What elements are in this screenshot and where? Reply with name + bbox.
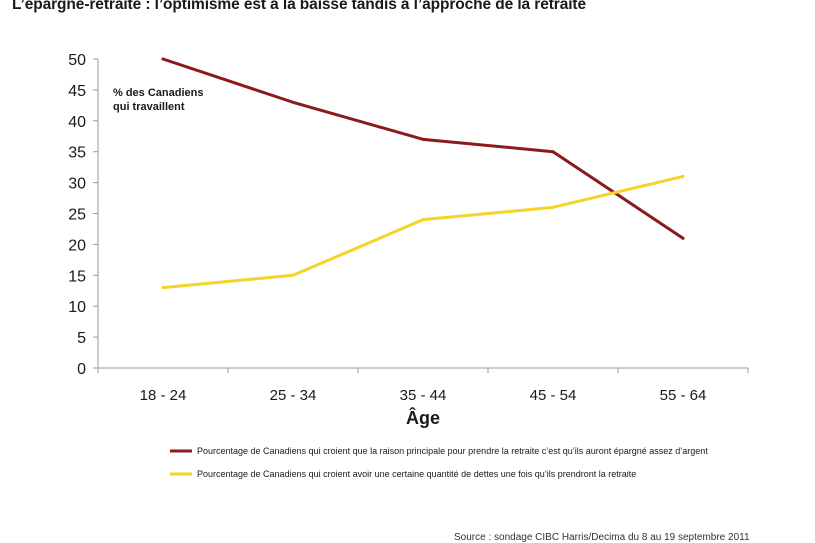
- data-point: [681, 174, 685, 178]
- y-axis-ticks: 0 5 10 15 20 25 30 35 40 45 50: [68, 52, 98, 378]
- y-tick-label: 25: [68, 207, 86, 224]
- data-point: [291, 100, 295, 104]
- y-axis-label-line-1: % des Canadiens: [113, 87, 203, 99]
- y-tick-label: 50: [68, 52, 86, 69]
- chart-title: L’épargne-retraite : l’optimisme est à l…: [12, 0, 587, 13]
- data-point: [161, 57, 165, 61]
- legend-label-2: Pourcentage de Canadiens qui croient avo…: [197, 469, 636, 479]
- x-tick-label: 25 - 34: [270, 387, 317, 404]
- y-tick-label: 10: [68, 299, 86, 316]
- data-point: [161, 286, 165, 290]
- x-tick-label: 55 - 64: [660, 387, 707, 404]
- y-tick-label: 5: [77, 330, 86, 347]
- series-lines: [161, 57, 685, 290]
- y-axis-label-line-2: qui travaillent: [113, 101, 185, 113]
- y-tick-label: 0: [77, 361, 86, 378]
- series-line-1: [161, 57, 685, 240]
- x-tick-label: 45 - 54: [530, 387, 577, 404]
- legend-label-1: Pourcentage de Canadiens qui croient que…: [197, 446, 708, 456]
- x-tick-label: 35 - 44: [400, 387, 447, 404]
- data-point: [681, 236, 685, 240]
- source-note: Source : sondage CIBC Harris/Decima du 8…: [454, 532, 750, 543]
- y-tick-label: 20: [68, 237, 86, 254]
- series-line-2: [161, 174, 685, 290]
- y-tick-label: 30: [68, 176, 86, 193]
- data-point: [421, 137, 425, 141]
- x-axis-ticks: 18 - 24 25 - 34 35 - 44 45 - 54 55 - 64: [97, 368, 749, 404]
- x-tick-label: 18 - 24: [140, 387, 187, 404]
- chart-axes: [97, 59, 748, 369]
- y-tick-label: 15: [68, 268, 86, 285]
- data-point: [291, 273, 295, 277]
- y-tick-label: 35: [68, 145, 86, 162]
- y-tick-label: 45: [68, 83, 86, 100]
- y-tick-label: 40: [68, 114, 86, 131]
- data-point: [551, 150, 555, 154]
- legend: Pourcentage de Canadiens qui croient que…: [170, 446, 708, 479]
- x-axis-label: Âge: [406, 407, 440, 428]
- data-point: [421, 218, 425, 222]
- data-point: [551, 205, 555, 209]
